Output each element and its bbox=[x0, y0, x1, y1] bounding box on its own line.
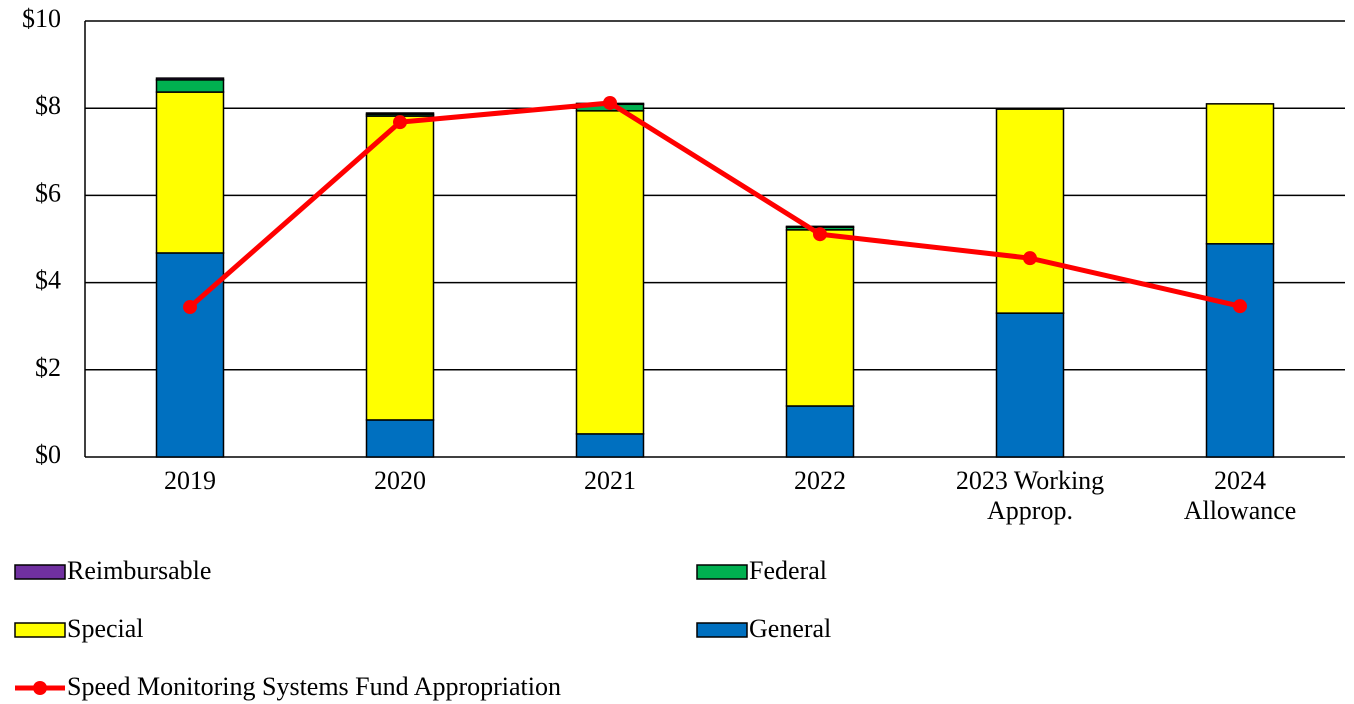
bar-segment bbox=[155, 91, 225, 254]
line-point bbox=[1233, 299, 1247, 314]
y-tick-label: $0 bbox=[35, 440, 61, 469]
legend-marker bbox=[14, 622, 66, 638]
y-tick-label: $10 bbox=[22, 4, 61, 33]
bar-segment bbox=[1205, 103, 1275, 245]
x-tick-label: 2024 Allowance bbox=[1183, 466, 1297, 525]
bar-segment bbox=[155, 77, 225, 81]
legend-marker bbox=[33, 681, 47, 695]
x-tick-label: 2019 bbox=[164, 466, 216, 495]
bar-segment bbox=[785, 405, 855, 458]
bar-segment bbox=[995, 312, 1065, 458]
x-tick-label: 2021 bbox=[584, 466, 636, 495]
bar-segment bbox=[575, 110, 645, 435]
line-point bbox=[183, 300, 197, 315]
line-series bbox=[188, 100, 1241, 309]
line-point bbox=[603, 95, 617, 110]
y-tick-label: $8 bbox=[35, 91, 61, 120]
bar-segment bbox=[365, 112, 435, 116]
bar-segment bbox=[1205, 243, 1275, 458]
legend-label: Federal bbox=[749, 556, 827, 585]
bar-segment bbox=[365, 419, 435, 458]
y-tick-label: $6 bbox=[35, 178, 61, 207]
x-tick-label: 2022 bbox=[794, 466, 846, 495]
legend-label: Special bbox=[67, 614, 144, 643]
x-tick-label: 2023 Working Approp. bbox=[955, 466, 1105, 525]
bar-segment bbox=[785, 229, 855, 407]
bar-segment bbox=[995, 108, 1065, 314]
y-tick-label: $4 bbox=[35, 266, 61, 295]
line-point bbox=[393, 115, 407, 130]
legend-marker bbox=[14, 564, 66, 580]
bar-segment bbox=[365, 115, 435, 421]
legend-marker bbox=[696, 564, 748, 580]
bar-segment bbox=[785, 225, 855, 228]
bar-segment bbox=[155, 79, 225, 93]
legend-label: General bbox=[749, 614, 831, 643]
line-point bbox=[813, 227, 827, 242]
legend-marker bbox=[696, 622, 748, 638]
legend-label: Reimbursable bbox=[67, 556, 211, 585]
bar-segment bbox=[575, 433, 645, 458]
legend-label: Speed Monitoring Systems Fund Appropriat… bbox=[67, 672, 561, 701]
y-tick-label: $2 bbox=[35, 353, 61, 382]
line-point bbox=[1023, 251, 1037, 266]
x-tick-label: 2020 bbox=[374, 466, 426, 495]
